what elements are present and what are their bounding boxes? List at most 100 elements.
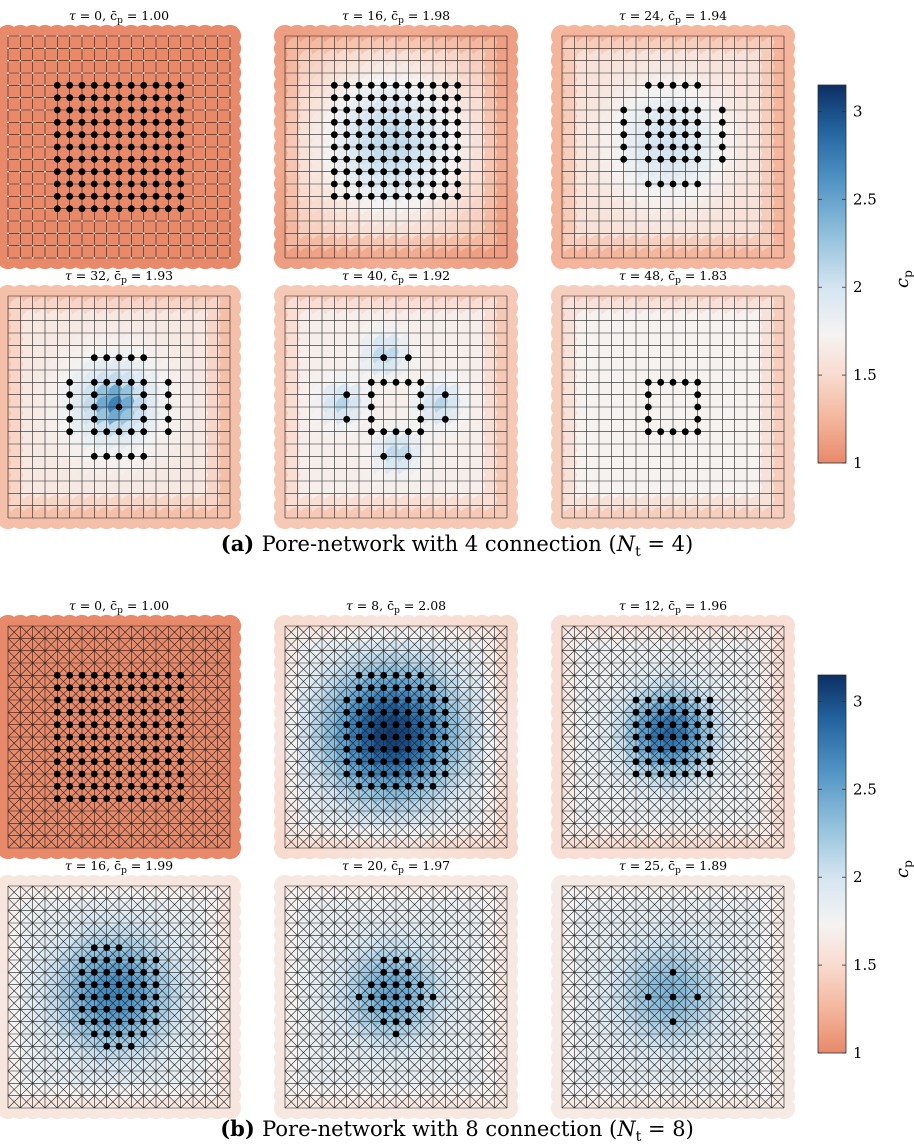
solid-pore (177, 795, 185, 803)
solid-pore (355, 770, 363, 778)
solid-pore (103, 192, 111, 200)
throat-line (217, 699, 231, 713)
cbar-sub: p (398, 16, 404, 26)
solid-pore (620, 118, 628, 126)
throat-line (7, 749, 21, 762)
solid-pore (429, 733, 437, 741)
solid-pore (140, 205, 148, 213)
solid-pore (404, 758, 412, 766)
throat-line (155, 625, 169, 639)
solid-pore (330, 155, 338, 163)
pore-center (19, 72, 22, 74)
throat-line (321, 699, 335, 713)
pore-center (31, 59, 34, 62)
solid-pore (177, 684, 185, 692)
solid-pore (152, 758, 160, 766)
pore-center (68, 59, 71, 62)
solid-pore (343, 168, 351, 176)
solid-pore (454, 131, 462, 139)
solid-pore (367, 721, 375, 729)
pore-center (204, 207, 207, 210)
solid-pore (140, 770, 148, 778)
solid-pore (53, 143, 61, 151)
pore-center (44, 195, 46, 198)
pore-center (31, 195, 34, 198)
solid-pore (404, 106, 412, 114)
solid-pore (404, 118, 412, 126)
solid-pore (392, 782, 400, 790)
solid-pore (392, 708, 400, 716)
solid-pore (429, 106, 437, 114)
solid-pore (454, 106, 462, 114)
panel-title: τ = 8, c̄p = 2.08 (346, 598, 446, 616)
solid-pore (177, 696, 185, 704)
solid-pore (53, 708, 61, 716)
solid-pore (343, 696, 351, 704)
pore-center (192, 59, 194, 62)
pore-center (216, 133, 219, 136)
solid-pore (140, 708, 148, 716)
solid-pore (66, 671, 74, 679)
solid-pore (429, 696, 437, 704)
pore-center (229, 195, 231, 198)
throat-line (217, 662, 231, 676)
pore-center (44, 158, 46, 161)
throat-line (7, 662, 21, 676)
pore-center (31, 183, 34, 185)
throat-line (155, 835, 169, 849)
solid-pore (164, 721, 172, 729)
cbar-sub: p (117, 606, 123, 616)
panel-b-3: τ = 12, c̄p = 1.96 (550, 598, 796, 860)
solid-pore (367, 155, 375, 163)
solid-pore (53, 782, 61, 790)
throat-line (217, 798, 231, 812)
throat-line (20, 687, 33, 701)
solid-pore (429, 721, 437, 729)
solid-pore (115, 118, 123, 126)
solid-pore (152, 168, 160, 176)
solid-pore (380, 684, 388, 692)
solid-pore (343, 131, 351, 139)
throat-line (32, 724, 46, 738)
pore-center (118, 35, 120, 37)
solid-pore (718, 106, 726, 114)
pore-center (167, 244, 170, 247)
solid-pore (417, 671, 425, 679)
solid-pore (103, 131, 111, 139)
solid-pore (164, 155, 172, 163)
solid-pore (367, 192, 375, 200)
solid-pore (454, 94, 462, 102)
solid-pore (164, 131, 172, 139)
solid-pore (694, 155, 702, 163)
solid-pore (177, 770, 185, 778)
throat-line (192, 798, 206, 812)
throat-line (32, 662, 46, 676)
pore-center (130, 244, 133, 247)
pore-center (19, 146, 22, 148)
pore-center (44, 170, 46, 173)
pore-center (56, 220, 59, 222)
throat-line (321, 823, 335, 836)
cbar-value: = 1.00 (123, 8, 169, 23)
solid-pore (53, 131, 61, 139)
throat-line (205, 749, 218, 762)
solid-pore (90, 205, 98, 213)
solid-pore (90, 696, 98, 704)
solid-pore (140, 118, 148, 126)
solid-pore (152, 94, 160, 102)
solid-pore (404, 721, 412, 729)
pore-center (155, 59, 157, 62)
pore-center (105, 72, 108, 74)
solid-pore (392, 671, 400, 679)
solid-pore (644, 155, 652, 163)
solid-pore (78, 721, 86, 729)
throat-line (44, 638, 58, 651)
solid-pore (66, 708, 74, 716)
solid-pore (127, 721, 135, 729)
solid-pore (127, 745, 135, 753)
throat-line (143, 650, 157, 664)
pore-center (167, 220, 170, 222)
solid-pore (367, 94, 375, 102)
throat-line (7, 638, 21, 651)
throat-line (205, 650, 218, 664)
